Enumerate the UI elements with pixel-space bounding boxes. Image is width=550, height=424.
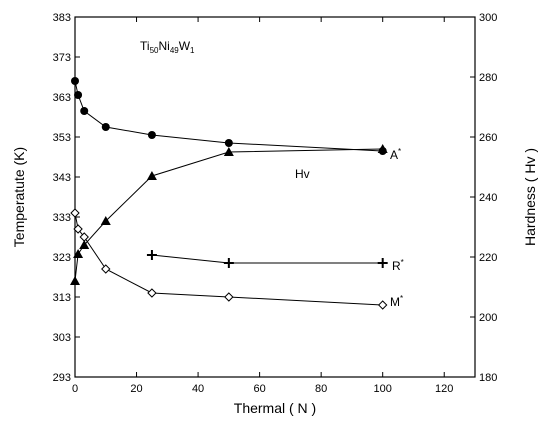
series-line-r (151, 254, 383, 264)
y-left-tick-label: 363 (53, 92, 71, 104)
y-right-tick-label: 200 (479, 312, 497, 324)
point-m (70, 208, 80, 218)
point-hv (100, 216, 111, 225)
point-m (377, 300, 388, 310)
y-right-tick-label: 220 (479, 252, 497, 264)
point-hv (377, 144, 388, 153)
y-left-tick-label: 333 (53, 212, 71, 224)
series-layer (70, 77, 388, 310)
y-axis-right-title: Hardness ( Hv ) (522, 148, 538, 246)
x-axis-title: Thermal ( N ) (234, 400, 316, 416)
point-hv (146, 171, 157, 180)
y-left-tick-label: 303 (53, 332, 71, 344)
point-hv (79, 240, 90, 249)
composition-annotation: Ti50Ni49W1 (140, 39, 195, 55)
point-a (74, 91, 83, 99)
point-hv (223, 147, 234, 156)
point-hv (73, 249, 84, 258)
point-m (79, 232, 89, 242)
series-label-hv: Hv (295, 167, 310, 181)
y-left-tick-label: 383 (53, 12, 71, 24)
point-r (223, 258, 234, 268)
x-tick-label: 80 (315, 383, 327, 395)
y-axis-left-title: Temperatute (K) (11, 147, 27, 247)
point-a (147, 131, 156, 139)
x-tick-label: 100 (374, 383, 392, 395)
x-tick-label: 0 (72, 383, 78, 395)
plot-frame (74, 16, 476, 378)
point-m (101, 264, 111, 274)
y-right-tick-label: 260 (479, 132, 497, 144)
point-a (224, 139, 233, 147)
y-left-tick-label: 353 (53, 132, 71, 144)
point-hv (70, 276, 80, 285)
y-right-tick-label: 240 (479, 192, 497, 204)
point-r (146, 250, 157, 260)
series-label-r: R* (392, 258, 404, 273)
y-left-tick-label: 343 (53, 172, 71, 184)
point-r (377, 258, 388, 268)
point-a (80, 107, 89, 115)
point-a (101, 123, 110, 131)
x-tick-label: 40 (192, 383, 204, 395)
point-m (147, 288, 157, 298)
point-a (71, 77, 79, 85)
y-left-tick-label: 293 (53, 372, 71, 384)
y-left-tick-label: 373 (53, 52, 71, 64)
point-m (224, 292, 234, 302)
series-label-a: A* (390, 147, 401, 162)
x-tick-label: 20 (130, 383, 142, 395)
y-right-tick-label: 180 (479, 372, 497, 384)
x-tick-label: 120 (435, 383, 453, 395)
series-label-m: M* (390, 294, 403, 309)
y-left-tick-label: 313 (53, 292, 71, 304)
y-right-tick-label: 280 (479, 72, 497, 84)
x-tick-label: 60 (253, 383, 265, 395)
y-right-tick-label: 300 (479, 12, 497, 24)
y-left-tick-label: 323 (53, 252, 71, 264)
point-m (73, 224, 83, 234)
ticks: 0 20 40 60 80 100 120 293 303 313 323 333 343 353 363 3… (53, 12, 498, 395)
